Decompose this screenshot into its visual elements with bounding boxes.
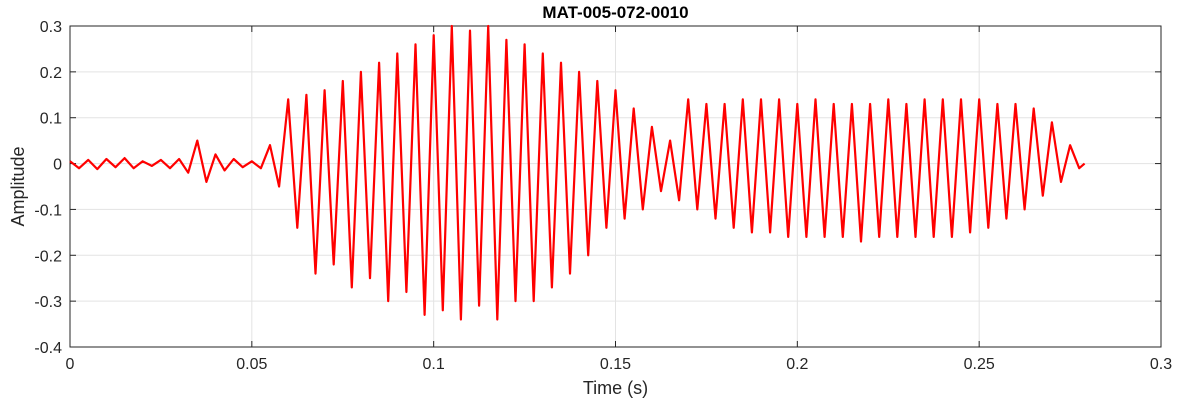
chart-title: MAT-005-072-0010 (542, 3, 688, 22)
x-axis-label: Time (s) (583, 378, 648, 398)
y-tick-label: -0.3 (34, 294, 62, 311)
x-tick-label: 0.2 (786, 356, 808, 373)
x-tick-label: 0.3 (1150, 356, 1172, 373)
series-line-0 (69, 24, 1086, 321)
y-tick-label: 0.3 (40, 19, 62, 36)
y-tick-label: -0.1 (34, 202, 62, 219)
y-tick-label: -0.2 (34, 248, 62, 265)
y-tick-label: 0.2 (40, 65, 62, 82)
series-layer (69, 24, 1086, 321)
grid (69, 25, 1162, 348)
y-tick-labels: -0.4 -0.3 -0.2 -0.1 0 0.1 0.2 0.3 (34, 19, 62, 357)
x-tick-label: 0.15 (600, 356, 631, 373)
y-tick-label: 0 (53, 157, 62, 174)
x-tick-labels: 0 0.05 0.1 0.15 0.2 0.25 0.3 (66, 356, 1173, 373)
x-tick-label: 0 (66, 356, 75, 373)
y-tick-label: 0.1 (40, 111, 62, 128)
x-tick-label: 0.1 (423, 356, 445, 373)
y-tick-label: -0.4 (34, 340, 62, 357)
x-tick-label: 0.25 (964, 356, 995, 373)
x-tick-label: 0.05 (236, 356, 267, 373)
y-axis-label: Amplitude (8, 146, 28, 226)
